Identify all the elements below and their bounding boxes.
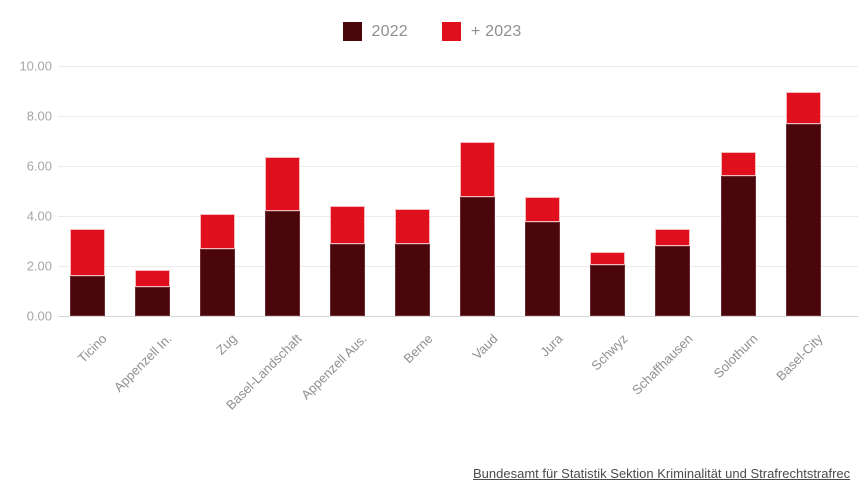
- gridline-6.00: [58, 165, 858, 167]
- bar-2023-berne[interactable]: [395, 208, 430, 244]
- x-axis-label-zug: Zug: [213, 331, 240, 358]
- bar-2023-basel-city[interactable]: [785, 92, 821, 124]
- gridline-10.00: [58, 65, 858, 67]
- bar-2022-zug[interactable]: [199, 248, 235, 316]
- bar-2022-solothurn[interactable]: [720, 176, 756, 316]
- legend-item-2023: + 2023: [441, 22, 522, 41]
- bar-2022-vaud[interactable]: [460, 197, 496, 316]
- bar-2023-schaffhausen[interactable]: [655, 228, 691, 246]
- bar-2022-schaffhausen[interactable]: [655, 246, 691, 316]
- x-axis-label-appenzell-aus: Appenzell Aus.: [298, 331, 370, 403]
- source-link[interactable]: Bundesamt für Statistik Sektion Kriminal…: [473, 466, 851, 481]
- y-axis-tick-4.00: 4.00: [26, 208, 52, 224]
- y-axis-tick-2.00: 2.00: [26, 258, 52, 274]
- gridline-4.00: [58, 215, 858, 217]
- y-axis-tick-6.00: 6.00: [26, 158, 52, 174]
- gridline-8.00: [58, 115, 858, 117]
- bar-2023-schwyz[interactable]: [590, 252, 626, 265]
- gridline-0.00: [58, 315, 858, 317]
- bar-2022-appenzell-in[interactable]: [134, 287, 170, 316]
- x-axis-label-solothurn: Solothurn: [710, 331, 761, 381]
- bar-2022-jura[interactable]: [525, 222, 561, 316]
- bar-2022-basel-landschaft[interactable]: [264, 211, 300, 316]
- bar-2023-ticino[interactable]: [69, 228, 105, 276]
- x-axis-label-vaud: Vaud: [468, 331, 501, 363]
- x-axis-label-jura: Jura: [536, 331, 566, 360]
- bar-2023-jura[interactable]: [525, 197, 561, 223]
- x-axis-label-berne: Berne: [399, 331, 436, 367]
- bar-2023-vaud[interactable]: [460, 142, 496, 198]
- bar-2022-appenzell-aus[interactable]: [329, 243, 365, 316]
- legend-swatch-2023-icon: [441, 22, 461, 41]
- legend-label-2023: + 2023: [470, 22, 522, 40]
- x-axis-label-appenzell-in: Appenzell In.: [110, 331, 175, 395]
- x-axis-label-basel-city: Basel-City: [773, 331, 826, 384]
- bar-2023-zug[interactable]: [199, 213, 235, 249]
- legend-item-2022: 2022: [342, 22, 408, 41]
- y-axis-tick-0.00: 0.00: [26, 308, 52, 324]
- bar-2023-basel-landschaft[interactable]: [264, 157, 300, 211]
- x-axis-label-schaffhausen: Schaffhausen: [628, 331, 696, 398]
- bar-2023-appenzell-in[interactable]: [134, 269, 170, 288]
- bar-2022-ticino[interactable]: [69, 276, 105, 316]
- y-axis-tick-8.00: 8.00: [26, 108, 52, 124]
- x-axis-label-schwyz: Schwyz: [588, 331, 631, 374]
- bar-2023-appenzell-aus[interactable]: [329, 206, 365, 244]
- bar-2022-basel-city[interactable]: [785, 123, 821, 316]
- bar-2023-solothurn[interactable]: [720, 152, 756, 176]
- legend-swatch-2022-icon: [342, 22, 362, 41]
- gridline-2.00: [58, 265, 858, 267]
- x-axis-label-basel-landschaft: Basel-Landschaft: [223, 331, 305, 413]
- legend-label-2022: 2022: [371, 22, 408, 40]
- x-axis-label-ticino: Ticino: [74, 331, 110, 366]
- y-axis-tick-10.00: 10.00: [19, 58, 52, 74]
- bar-2022-berne[interactable]: [395, 243, 430, 316]
- legend: 2022 + 2023: [0, 22, 864, 41]
- bar-2022-schwyz[interactable]: [590, 264, 626, 316]
- plot-area: 0.00 2.00 4.00 6.00 8.00 10.00 Ticino Appenzell…: [19, 59, 858, 413]
